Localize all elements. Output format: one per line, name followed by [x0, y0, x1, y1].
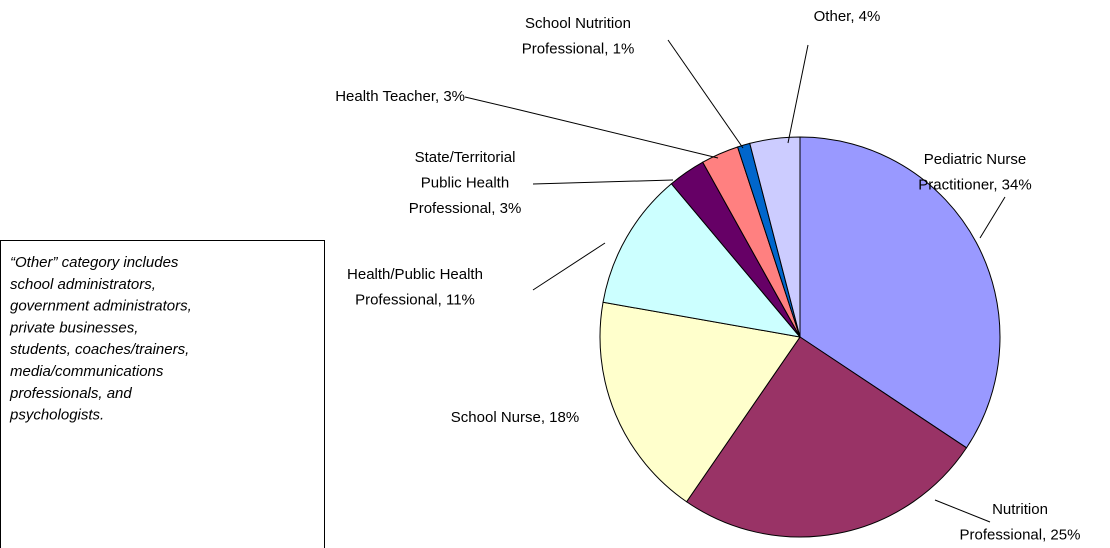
leader-line: [787, 44, 809, 144]
pie-slice: [749, 136, 801, 338]
leader-line: [532, 179, 674, 185]
slice-label: Public Health: [421, 174, 509, 191]
leader-line: [979, 196, 1006, 239]
slice-label: Other, 4%: [814, 8, 881, 25]
slice-label: Health/Public Health: [347, 266, 483, 283]
slice-label: Pediatric Nurse: [924, 151, 1027, 168]
slice-label: Practitioner, 34%: [918, 176, 1031, 193]
slice-label: Professional, 1%: [522, 40, 635, 57]
leader-line: [532, 242, 606, 291]
slice-label: Professional, 11%: [355, 291, 475, 308]
leader-line: [667, 39, 744, 149]
note-text: government administrators,: [10, 298, 192, 315]
note-text: private businesses,: [9, 319, 138, 336]
slice-label: State/Territorial: [415, 149, 516, 166]
pie-slice: [685, 336, 968, 538]
pie-slice: [602, 183, 802, 338]
slice-label: Health Teacher, 3%: [335, 88, 465, 105]
pie-slice: [599, 301, 801, 503]
slice-label: Professional, 3%: [409, 200, 522, 217]
note-text: professionals, and: [9, 385, 132, 402]
note-text: “Other” category includes: [10, 254, 179, 271]
note-text: psychologists.: [9, 407, 104, 424]
slice-label: School Nutrition: [525, 15, 631, 32]
slice-label: Professional, 25%: [960, 526, 1081, 543]
leader-line: [934, 499, 991, 523]
slice-label: Nutrition: [992, 501, 1048, 518]
note-box: [0, 240, 325, 548]
note-text: students, coaches/trainers,: [10, 341, 189, 358]
leader-line: [464, 96, 719, 159]
note-text: school administrators,: [10, 276, 156, 293]
slice-label: School Nurse, 18%: [451, 409, 579, 426]
note-text: media/communications: [10, 363, 164, 380]
